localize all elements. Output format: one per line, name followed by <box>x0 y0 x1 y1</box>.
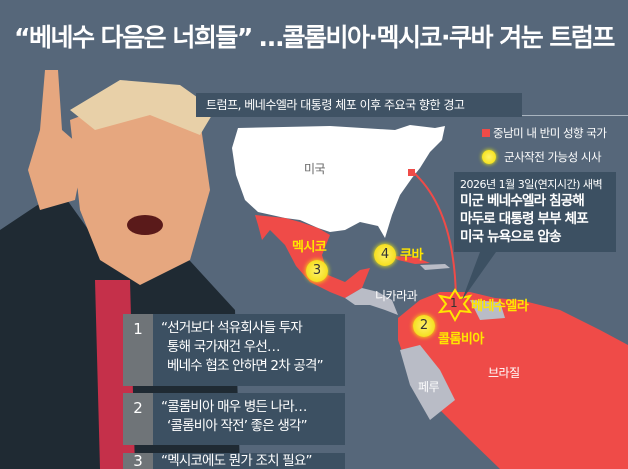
quote-box: 1 “선거보다 석유회사들 투자 통해 국가재건 우선… 베네수 협조 안하면 … <box>123 314 345 386</box>
label-peru: 페루 <box>418 380 440 394</box>
hair <box>70 80 215 135</box>
quote-number: 2 <box>123 393 153 445</box>
quote-box: 2 “콜롬비아 매우 병든 나라… ‘콜롬비아 작전’ 좋은 생각” <box>123 393 345 445</box>
quote-number: 3 <box>123 453 153 469</box>
subtitle: 트럼프, 베네수엘라 대통령 체포 이후 주요국 향한 경고 <box>196 93 522 117</box>
yellow-circle-icon <box>482 150 496 164</box>
quote-line: “선거보다 석유회사들 투자 <box>161 320 303 336</box>
central-america-shape <box>345 288 398 315</box>
label-nicaragua: 니카라과 <box>375 289 418 303</box>
legend-item-military: 군사작전 가능성 시사 <box>482 147 606 167</box>
callout-line: 미국 뉴욕으로 압송 <box>460 229 562 245</box>
new-york-marker <box>408 169 415 176</box>
quote-text: “콜롬비아 매우 병든 나라… ‘콜롬비아 작전’ 좋은 생각” <box>153 393 315 445</box>
guyanas-shape <box>470 300 505 320</box>
label-mexico: 멕시코 <box>292 240 327 255</box>
label-venezuela: 베네수엘라 <box>471 299 529 314</box>
quote-text: “멕시코에도 뭔가 조치 필요” <box>153 453 320 469</box>
quote-line: ‘콜롬비아 작전’ 좋은 생각” <box>167 418 308 434</box>
quote-number: 1 <box>123 314 153 386</box>
marker-colombia: 2 <box>413 315 435 337</box>
legend: 중남미 내 반미 성향 국가 군사작전 가능성 시사 <box>482 123 607 171</box>
explosion-star <box>437 288 473 323</box>
marker-mexico: 3 <box>306 260 328 282</box>
callout-date: 2026년 1월 3일(연지시간) 새벽 <box>460 178 603 191</box>
label-usa: 미국 <box>304 162 326 176</box>
headline: “베네수 다음은 너희들” …콜롬비아·멕시코·쿠바 겨눈 트럼프 <box>14 23 615 52</box>
cuba-shape <box>392 256 430 264</box>
callout-pointer <box>462 252 496 300</box>
callout-line: 마두로 대통령 부부 체포 <box>460 211 589 227</box>
marker-cuba: 4 <box>374 244 396 266</box>
face <box>70 90 210 285</box>
marker-venezuela: 1 <box>450 296 458 310</box>
label-cuba: 쿠바 <box>400 248 423 263</box>
divider <box>522 115 628 116</box>
label-colombia: 콜롬비아 <box>438 332 484 347</box>
flight-arrow <box>412 171 457 301</box>
quote-line: 통해 국가재건 우선… <box>167 339 280 355</box>
legend-item-anti-us: 중남미 내 반미 성향 국가 <box>482 123 607 143</box>
quote-line: 베네수 협조 안하면 2차 공격” <box>167 358 324 374</box>
quote-text: “선거보다 석유회사들 투자 통해 국가재건 우선… 베네수 협조 안하면 2차… <box>153 314 331 386</box>
legend-label: 중남미 내 반미 성향 국가 <box>493 126 607 140</box>
raised-hand <box>28 70 85 210</box>
legend-label: 군사작전 가능성 시사 <box>504 150 602 164</box>
event-callout: 2026년 1월 3일(연지시간) 새벽 미군 베네수엘라 침공해 마두로 대통… <box>454 172 616 252</box>
red-square-icon <box>482 129 490 137</box>
mexico-shape <box>255 215 370 298</box>
south-america-shape <box>398 292 628 469</box>
quote-line: “멕시코에도 뭔가 조치 필요” <box>161 453 312 469</box>
callout-line: 미군 베네수엘라 침공해 <box>460 193 585 209</box>
mouth <box>127 215 163 235</box>
caribbean-islands <box>420 264 450 270</box>
quote-box: 3 “멕시코에도 뭔가 조치 필요” <box>123 453 345 469</box>
peru-shape <box>400 345 455 420</box>
usa-shape <box>232 125 445 238</box>
quote-line: “콜롬비아 매우 병든 나라… <box>161 399 307 415</box>
label-brazil: 브라질 <box>488 366 520 380</box>
